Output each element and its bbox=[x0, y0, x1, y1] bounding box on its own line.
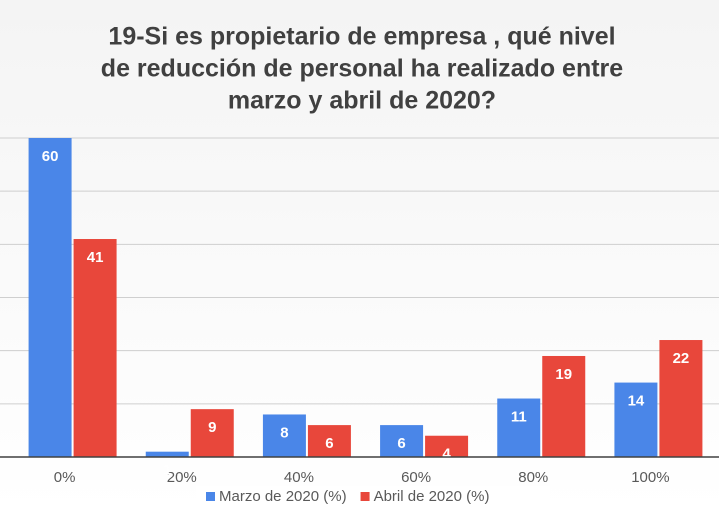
data-label: 41 bbox=[87, 249, 104, 266]
data-label: 19 bbox=[555, 366, 572, 383]
chart-title: marzo y abril de 2020? bbox=[228, 87, 496, 115]
bar bbox=[542, 355, 586, 457]
data-label: 1 bbox=[163, 462, 171, 479]
x-tick-label: 100% bbox=[631, 469, 669, 486]
bar bbox=[145, 451, 189, 457]
data-label: 60 bbox=[42, 148, 59, 165]
legend-box bbox=[196, 486, 550, 508]
chart-title: 19-Si es propietario de empresa , qué ni… bbox=[108, 23, 615, 51]
data-label: 9 bbox=[208, 419, 216, 436]
legend-label: Marzo de 2020 (%) bbox=[219, 488, 347, 505]
x-tick-label: 0% bbox=[54, 469, 76, 486]
bar bbox=[190, 409, 234, 457]
legend-swatch bbox=[206, 492, 215, 501]
data-label: 6 bbox=[397, 435, 405, 452]
data-label: 14 bbox=[628, 393, 645, 410]
data-label: 6 bbox=[325, 435, 333, 452]
data-label: 11 bbox=[511, 408, 527, 425]
bar bbox=[28, 138, 72, 457]
data-label: 22 bbox=[673, 350, 690, 367]
bar bbox=[659, 340, 703, 457]
legend-swatch bbox=[360, 492, 370, 501]
x-tick-label: 80% bbox=[518, 469, 548, 486]
data-label: 4 bbox=[442, 446, 451, 463]
data-label: 8 bbox=[280, 424, 288, 441]
x-tick-label: 40% bbox=[284, 469, 314, 486]
bar bbox=[262, 414, 306, 457]
bar bbox=[425, 435, 469, 457]
x-tick-label: 20% bbox=[167, 469, 197, 486]
bar bbox=[497, 398, 541, 457]
bar bbox=[73, 239, 117, 457]
bar bbox=[614, 382, 658, 457]
bar bbox=[307, 425, 351, 457]
legend-label: Abril de 2020 (%) bbox=[374, 488, 490, 505]
chart-title: de reducción de personal ha realizado en… bbox=[101, 55, 623, 83]
bar bbox=[380, 425, 424, 457]
x-tick-label: 60% bbox=[401, 469, 431, 486]
